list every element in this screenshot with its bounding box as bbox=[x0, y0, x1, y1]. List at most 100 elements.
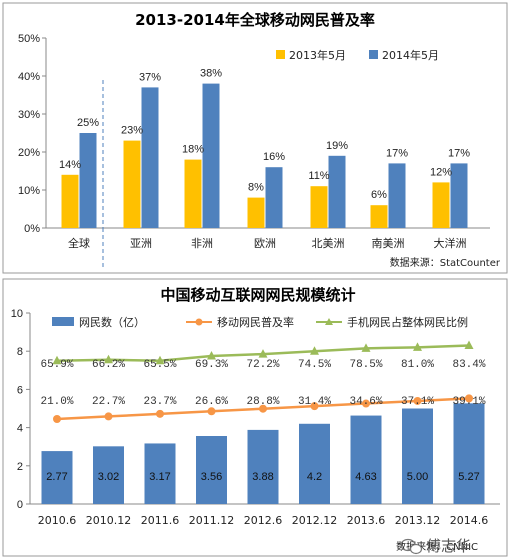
legend-label-2013: 2013年5月 bbox=[289, 48, 346, 62]
legend-label-2014: 2014年5月 bbox=[382, 48, 439, 62]
bar-2013 bbox=[123, 140, 141, 228]
bar-value-label: 5.00 bbox=[407, 471, 428, 483]
y-tick-label: 30% bbox=[18, 109, 40, 121]
y-tick-label: 6 bbox=[17, 384, 23, 396]
bar-2013 bbox=[432, 182, 450, 228]
point-penetration bbox=[156, 409, 164, 418]
legend-marker-mobile-share bbox=[325, 318, 333, 325]
data-label-penetration: 31.4% bbox=[298, 396, 331, 408]
data-label-mobile-share: 72.2% bbox=[246, 359, 279, 371]
bar-2013 bbox=[61, 174, 79, 228]
data-label-2013: 18% bbox=[182, 144, 204, 156]
point-penetration bbox=[259, 404, 267, 413]
bar-users bbox=[144, 443, 176, 504]
point-mobile-share bbox=[155, 355, 165, 365]
watermark: 傅志华 bbox=[400, 537, 471, 555]
bar-value-label: 3.17 bbox=[149, 471, 170, 483]
y-tick-label: 4 bbox=[17, 423, 23, 435]
bar-value-label: 3.56 bbox=[201, 471, 222, 483]
bar-2013 bbox=[184, 159, 202, 228]
data-label-penetration: 39.1% bbox=[452, 396, 485, 408]
bar-users bbox=[402, 408, 433, 504]
point-mobile-share bbox=[52, 355, 62, 365]
bar-users bbox=[93, 446, 124, 504]
category-label: 南美洲 bbox=[372, 237, 405, 250]
legend-label-mobile-share: 手机网民占整体网民比例 bbox=[347, 315, 468, 329]
bar-2014 bbox=[388, 163, 406, 228]
y-tick-label: 10% bbox=[18, 185, 40, 197]
y-tick-label: 40% bbox=[18, 71, 40, 83]
point-mobile-share bbox=[258, 349, 268, 358]
category-label: 2012.12 bbox=[292, 514, 338, 527]
data-label-mobile-share: 65.9% bbox=[40, 359, 73, 371]
legend-marker-penetration bbox=[195, 318, 203, 326]
bar-users bbox=[453, 403, 485, 504]
category-label: 2011.6 bbox=[141, 514, 180, 527]
watermark-text: 傅志华 bbox=[426, 537, 471, 555]
data-label-penetration: 26.6% bbox=[195, 396, 228, 408]
data-label-2013: 11% bbox=[308, 170, 329, 182]
data-label-penetration: 28.8% bbox=[246, 396, 279, 408]
category-label: 2013.12 bbox=[395, 514, 441, 527]
chart1-title: 2013-2014年全球移动网民普及率 bbox=[135, 11, 375, 29]
point-mobile-share bbox=[207, 350, 216, 360]
legend-label-users: 网民数（亿） bbox=[79, 316, 145, 329]
category-label: 2010.6 bbox=[38, 514, 77, 527]
bar-2014 bbox=[328, 155, 346, 228]
bar-users bbox=[299, 423, 330, 504]
data-label-2014: 17% bbox=[386, 147, 408, 159]
data-label-2013: 14% bbox=[59, 159, 81, 171]
data-label-2013: 23% bbox=[121, 125, 143, 137]
bar-value-label: 3.88 bbox=[252, 471, 273, 483]
legend-swatch-2014 bbox=[369, 50, 378, 59]
y-tick-label: 8 bbox=[17, 346, 23, 358]
category-label: 非洲 bbox=[191, 237, 213, 250]
bar-2013 bbox=[247, 197, 265, 228]
data-label-2013: 6% bbox=[371, 189, 387, 201]
point-penetration bbox=[310, 402, 319, 411]
data-label-mobile-share: 66.2% bbox=[92, 359, 125, 371]
category-label: 2014.6 bbox=[450, 514, 489, 527]
data-label-2014: 17% bbox=[448, 147, 470, 159]
point-penetration bbox=[362, 399, 370, 408]
point-mobile-share bbox=[361, 343, 371, 352]
bar-2014 bbox=[202, 83, 220, 228]
bar-value-label: 4.2 bbox=[307, 471, 322, 483]
bar-2013 bbox=[370, 205, 388, 228]
data-label-2014: 16% bbox=[263, 151, 285, 163]
category-label: 2010.12 bbox=[86, 514, 132, 527]
y-tick-label: 0% bbox=[24, 223, 40, 235]
legend-label-penetration: 移动网民普及率 bbox=[217, 315, 294, 329]
y-tick-label: 0 bbox=[17, 499, 23, 511]
data-label-mobile-share: 78.5% bbox=[349, 359, 382, 371]
bar-users bbox=[247, 429, 279, 504]
legend-swatch-2013 bbox=[276, 50, 285, 59]
bar-value-label: 2.77 bbox=[46, 471, 67, 483]
data-label-2014: 37% bbox=[139, 71, 161, 83]
bar-2014 bbox=[79, 133, 97, 228]
point-penetration bbox=[104, 412, 113, 421]
y-tick-label: 10 bbox=[11, 308, 23, 320]
category-label: 2011.12 bbox=[189, 514, 235, 527]
point-penetration bbox=[53, 415, 61, 424]
data-label-mobile-share: 65.5% bbox=[143, 359, 176, 371]
data-label-penetration: 22.7% bbox=[92, 396, 125, 408]
category-label: 2012.6 bbox=[244, 514, 283, 527]
data-label-penetration: 34.6% bbox=[349, 396, 382, 408]
data-label-penetration: 23.7% bbox=[143, 396, 176, 408]
data-label-mobile-share: 81.0% bbox=[401, 359, 434, 371]
chart1-source: 数据来源：StatCounter bbox=[390, 256, 501, 269]
legend-swatch-users bbox=[52, 317, 74, 326]
category-label: 欧洲 bbox=[254, 237, 276, 250]
point-mobile-share bbox=[104, 354, 113, 364]
bar-users bbox=[41, 451, 73, 504]
data-label-mobile-share: 74.5% bbox=[298, 359, 331, 371]
data-label-2014: 19% bbox=[326, 140, 348, 152]
point-penetration bbox=[413, 396, 422, 405]
data-label-penetration: 21.0% bbox=[40, 396, 73, 408]
bar-2013 bbox=[310, 186, 328, 228]
point-penetration bbox=[465, 394, 473, 403]
bar-value-label: 5.27 bbox=[458, 471, 479, 483]
bar-users bbox=[196, 436, 227, 504]
